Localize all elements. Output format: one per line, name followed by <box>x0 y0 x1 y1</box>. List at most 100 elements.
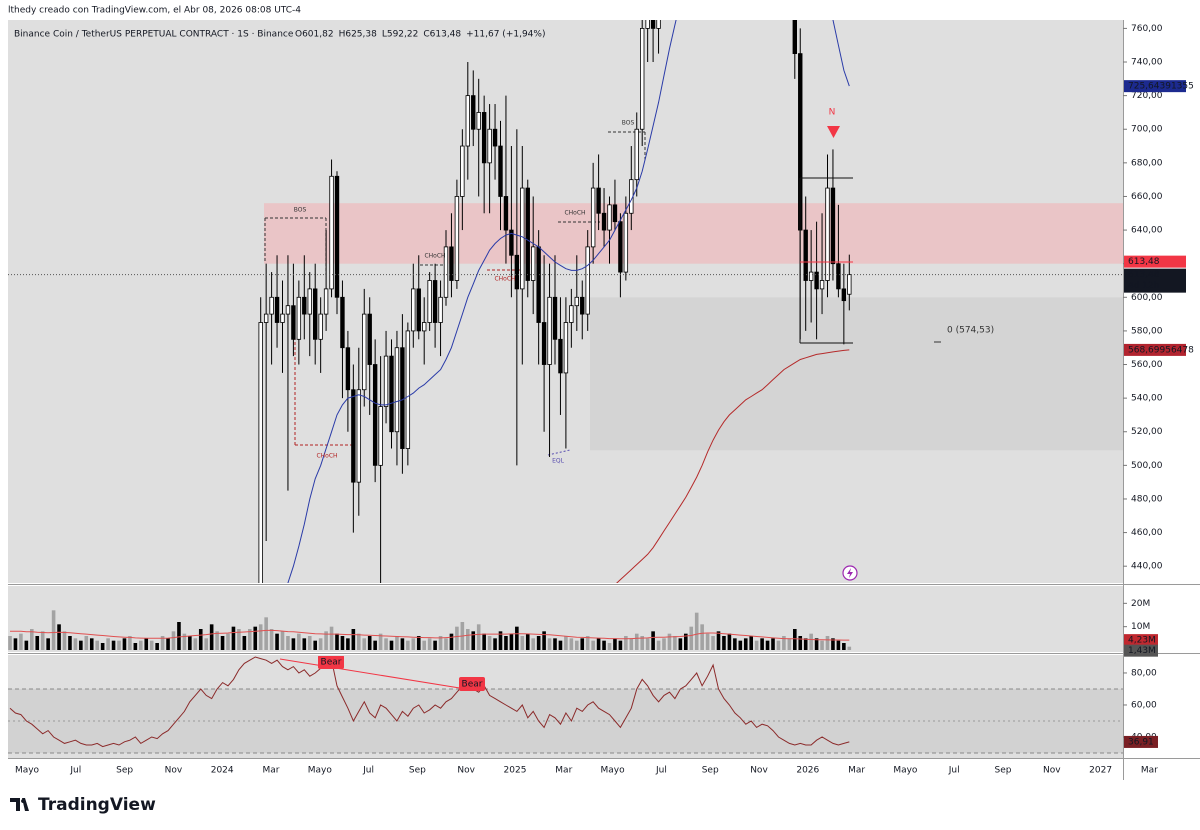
volume-bar <box>629 638 634 650</box>
candle-body <box>596 187 601 214</box>
candle-body <box>307 288 312 315</box>
volume-bar <box>754 640 759 650</box>
candle-body <box>465 95 470 147</box>
candle-body <box>612 204 618 223</box>
volume-bar <box>297 633 301 650</box>
candle-body <box>411 288 416 332</box>
candle-body <box>819 280 825 290</box>
symbol: Binance Coin / TetherUS PERPETUAL CONTRA… <box>14 30 294 40</box>
axes: 760,00 740,00 720,00 700,00 680,00 660,00 640,… <box>15 24 1194 776</box>
volume-bar <box>509 633 514 650</box>
volume-bar <box>204 638 208 650</box>
y-tick-label: 20M <box>1131 599 1150 609</box>
y-tick-label: 10M <box>1131 622 1150 632</box>
x-tick-label: Mar <box>848 766 865 776</box>
volume-bar <box>122 638 127 650</box>
y-tick-label: 680,00 <box>1131 158 1163 168</box>
volume-bar <box>749 636 753 650</box>
volume-bar <box>318 638 323 650</box>
volume-bar <box>427 638 432 650</box>
volume-bar <box>536 636 541 650</box>
candle-body <box>590 187 596 248</box>
y-tick-label: 540,00 <box>1131 394 1163 404</box>
candle-body <box>356 389 361 483</box>
volume-bar <box>482 633 486 650</box>
volume-bar <box>591 640 595 650</box>
price-label: 568,69956478 <box>1128 345 1194 355</box>
volume-bar <box>602 640 606 650</box>
volume-bar <box>438 636 443 650</box>
candle-body <box>372 364 378 466</box>
candle-body <box>656 20 661 29</box>
ohlc-legend: O601,82 H625,38 L592,22 C613,48 +11,67 (+1,9… <box>295 30 545 40</box>
volume-bar <box>738 640 743 650</box>
volume-bar <box>793 629 797 650</box>
volume-bar <box>618 640 623 650</box>
candle-body <box>841 288 847 302</box>
y-tick-label: 60,00 <box>1131 700 1157 710</box>
volume-bar <box>139 640 143 650</box>
volume-bar <box>547 638 552 650</box>
y-tick-label: 740,00 <box>1131 58 1163 68</box>
zone <box>590 297 1123 451</box>
volume-bar <box>634 633 639 650</box>
volume-bar <box>340 636 345 650</box>
volume-label: 4,23M <box>1128 636 1156 646</box>
y-tick-label: 720,00 <box>1131 91 1163 101</box>
divergence-line <box>279 658 473 691</box>
volume-bar <box>662 638 666 650</box>
zone <box>264 203 1123 264</box>
candle-body <box>585 246 590 315</box>
candle-body <box>514 254 520 290</box>
volume-bar <box>836 640 841 650</box>
volume-bar <box>389 640 394 650</box>
volume-bar <box>515 626 519 650</box>
volume-bar <box>705 633 710 650</box>
volume-bar <box>8 636 12 650</box>
y-tick-label: 700,00 <box>1131 125 1163 135</box>
price-label-box <box>1124 343 1186 356</box>
candle-body <box>427 280 432 323</box>
volume-bar <box>716 631 721 650</box>
candle-body <box>329 175 334 290</box>
volume-bar <box>553 638 557 650</box>
alert-bolt <box>847 568 853 578</box>
volume-bar <box>814 638 819 650</box>
annotation: CHoCH <box>316 453 337 460</box>
main-plot: BOS CHoCH CHoCH CHoCH BOS CHoCH EQL N 0 (574,53) <box>8 20 1123 583</box>
candle-body <box>640 28 645 130</box>
volume-bar <box>373 640 377 650</box>
candle-body <box>552 296 558 340</box>
candle-body <box>525 187 530 281</box>
candle-body <box>825 187 830 281</box>
divergence-box <box>459 677 485 691</box>
volume-bar <box>117 640 121 650</box>
volume-bar <box>520 636 525 650</box>
candle-body <box>503 196 509 231</box>
volume-bar <box>798 636 803 650</box>
candle-body <box>394 347 400 433</box>
candle-body <box>536 246 541 323</box>
rsi-plot: Bear Bear <box>8 656 1123 754</box>
x-tick-label: Mayo <box>893 766 918 776</box>
candle-body <box>280 313 285 323</box>
y-tick-label: 440,00 <box>1131 562 1163 572</box>
header: lthedy creado con TradingView.com, el Ab… <box>8 6 301 16</box>
candle-body <box>421 322 427 332</box>
volume-bar <box>329 626 334 650</box>
candle-body <box>432 280 438 323</box>
rsi-band <box>8 688 1123 753</box>
volume-bar <box>275 633 279 650</box>
logo-mark <box>10 798 29 811</box>
x-tick-label: Nov <box>1043 766 1061 776</box>
volume-bar <box>820 640 824 650</box>
candle-body <box>471 95 476 130</box>
divergence-label: Bear <box>321 658 342 668</box>
volume-bar <box>188 636 192 650</box>
volume-bar <box>30 629 34 650</box>
candle-body <box>318 313 323 340</box>
volume-bar <box>155 643 159 650</box>
logo: TradingView <box>10 795 156 815</box>
x-tick-label: 2027 <box>1089 766 1112 776</box>
volume-bar <box>89 638 94 650</box>
